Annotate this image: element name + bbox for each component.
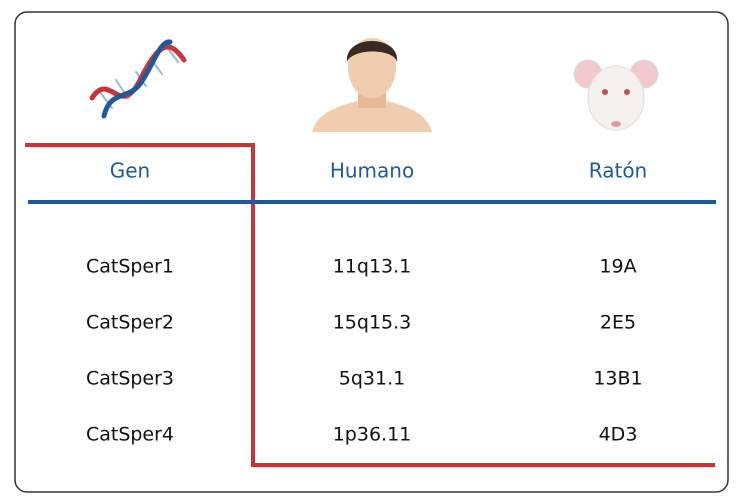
table-cell: 5q31.1 xyxy=(339,368,405,390)
column-header: Gen xyxy=(110,159,150,183)
dna-icon xyxy=(89,39,187,119)
table: Gen Humano Ratón CatSper1 11q13.1 19A CatSper2… xyxy=(86,159,647,446)
table-cell: 4D3 xyxy=(599,424,638,446)
table-cell: 13B1 xyxy=(593,368,642,390)
column-header: Humano xyxy=(330,159,414,183)
table-cell: CatSper2 xyxy=(86,312,174,334)
frame xyxy=(14,11,729,493)
red-divider xyxy=(25,143,715,467)
table-cell: CatSper4 xyxy=(86,424,174,446)
table-cell: 15q15.3 xyxy=(333,312,412,334)
table-cell: CatSper3 xyxy=(86,368,174,390)
human-icon xyxy=(312,38,432,132)
table-cell: 1p36.11 xyxy=(333,424,412,446)
table-cell: 19A xyxy=(599,256,636,278)
table-cell: 2E5 xyxy=(600,312,636,334)
column-header: Ratón xyxy=(589,159,647,183)
mouse-icon xyxy=(573,59,659,131)
table-cell: CatSper1 xyxy=(86,256,174,278)
table-cell: 11q13.1 xyxy=(333,256,412,278)
